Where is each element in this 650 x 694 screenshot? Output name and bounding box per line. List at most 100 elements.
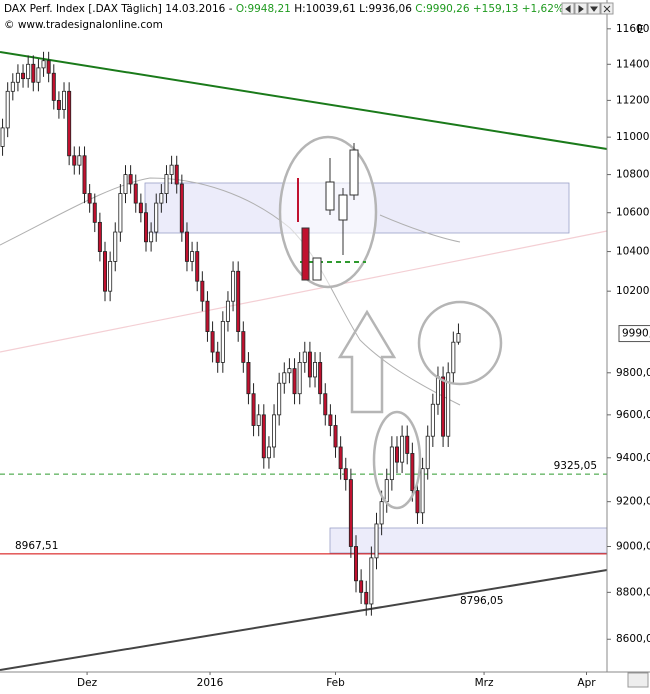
- candle-body: [118, 193, 123, 233]
- level-label: 9325,05: [554, 460, 597, 472]
- candle-body: [256, 414, 261, 426]
- candle-body: [143, 212, 148, 243]
- candle-body: [261, 414, 266, 459]
- candle-body: [169, 164, 174, 175]
- candle-body: [323, 393, 328, 416]
- y-tick-label: 8800,0: [616, 586, 650, 598]
- trend-line-lower: [0, 569, 608, 671]
- candle-body: [231, 270, 236, 302]
- candle-body: [149, 231, 154, 243]
- moving-average-inset: [379, 214, 461, 243]
- y-tick-label: 10600,: [616, 207, 650, 219]
- y-tick-label: 10400,: [616, 246, 650, 258]
- candle-body: [456, 333, 461, 343]
- toolbar: [561, 2, 614, 15]
- candle-body: [287, 368, 292, 374]
- candle-body: [318, 362, 323, 395]
- x-axis: Dez 2016 Feb Mrz Apr: [77, 672, 596, 689]
- candle-body: [405, 435, 410, 454]
- candle-body: [220, 321, 225, 363]
- candle-body: [236, 270, 241, 332]
- candle-body: [246, 362, 251, 395]
- candle-body: [354, 546, 358, 582]
- zoom-inset: [278, 135, 378, 289]
- candle-body: [374, 523, 379, 559]
- candle-body: [282, 372, 287, 384]
- highlight-circle: [417, 300, 503, 386]
- candle-body: [384, 479, 389, 503]
- last-price-label: 9990,: [622, 328, 650, 340]
- y-tick-label: 9600,0: [616, 409, 650, 421]
- candle-body: [394, 446, 399, 463]
- candle-body: [26, 63, 31, 80]
- y-tick-label: 11200,: [616, 94, 650, 106]
- candle-body: [113, 231, 118, 262]
- candle-body: [46, 60, 51, 74]
- candle-body: [425, 435, 430, 470]
- header-instrument: DAX Perf. Index [.DAX Täglich] 14.03.201…: [4, 3, 236, 15]
- candle-body: [435, 376, 440, 405]
- y-tick-label: 11400,: [616, 58, 650, 70]
- x-tick-label: 2016: [197, 677, 224, 689]
- candle-body: [123, 174, 128, 194]
- levels: 9325,05 8967,51: [0, 460, 607, 555]
- candle-body: [159, 193, 164, 204]
- candle-body: [348, 479, 353, 547]
- candle-body: [41, 60, 46, 69]
- y-tick-label: 10800,: [616, 169, 650, 181]
- candle-body: [302, 351, 307, 363]
- candle-body: [72, 155, 77, 166]
- candles: [0, 51, 461, 616]
- x-tick-label: Mrz: [475, 677, 494, 689]
- candle-body: [430, 403, 435, 437]
- candle-body: [56, 99, 61, 110]
- candle-body: [297, 362, 302, 395]
- zoom-button[interactable]: [627, 672, 649, 688]
- candle-body: [10, 81, 15, 92]
- candle-body: [200, 280, 205, 302]
- candle-body: [36, 67, 41, 83]
- candle-body: [21, 72, 26, 80]
- y-tick-label: 9200,0: [616, 496, 650, 508]
- header: DAX Perf. Index [.DAX Täglich] 14.03.201…: [4, 3, 564, 15]
- candle-body: [364, 591, 369, 605]
- candle-body: [5, 90, 10, 129]
- y-tick-label: 11000,: [616, 131, 650, 143]
- candle-body: [225, 300, 230, 322]
- candle-body: [184, 231, 189, 262]
- candle-body: [369, 557, 374, 605]
- candle-body: [164, 174, 169, 194]
- y-axis: 11600, 11400, 11200, 11000, 10800, 10600, 1040…: [607, 23, 650, 645]
- candle-body: [174, 164, 179, 185]
- candle-body: [277, 382, 282, 416]
- candle-body: [205, 300, 210, 332]
- candle-body: [333, 425, 338, 448]
- candle-body: [446, 372, 451, 437]
- candle-body: [82, 155, 87, 194]
- y-tick-label: 9000,0: [616, 541, 650, 553]
- y-tick-label: 10200,: [616, 285, 650, 297]
- y-tick-label: 9800,0: [616, 367, 650, 379]
- x-tick-label: Dez: [77, 677, 98, 689]
- y-tick-label: 8600,0: [616, 633, 650, 645]
- y-tick-label: 9400,0: [616, 452, 650, 464]
- candle-body: [128, 174, 133, 185]
- candle-body: [451, 341, 456, 374]
- candle-body: [313, 362, 318, 378]
- candle-body: [343, 468, 348, 481]
- up-arrow: [337, 309, 397, 414]
- candle-body: [338, 446, 343, 470]
- candle-body: [0, 127, 5, 147]
- highlight-ellipse: [372, 410, 422, 510]
- candle-body: [103, 251, 107, 292]
- axis-unit: E: [637, 24, 644, 36]
- x-tick-label: Apr: [577, 677, 596, 689]
- level-label: 8967,51: [15, 540, 58, 552]
- candle-body: [92, 202, 97, 223]
- candle-body: [179, 183, 184, 233]
- candle-body: [410, 453, 415, 492]
- header-open: O:9948,21: [236, 3, 291, 15]
- x-tick-label: Feb: [326, 677, 345, 689]
